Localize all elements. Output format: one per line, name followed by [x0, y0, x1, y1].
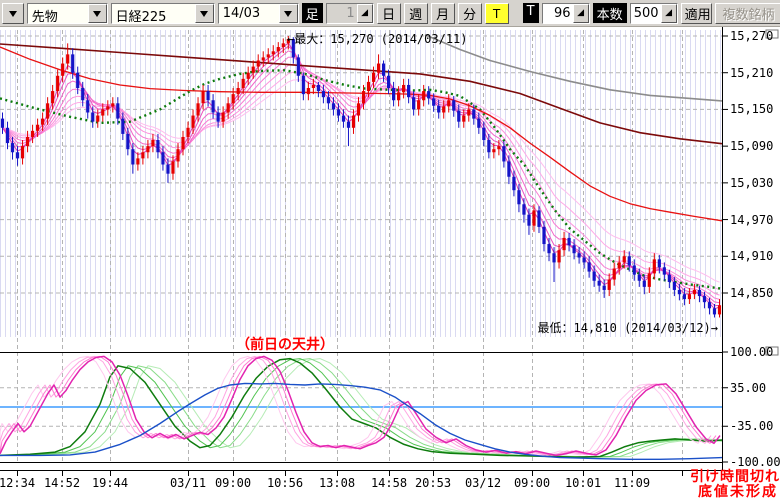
- tick-mode-button[interactable]: T: [484, 2, 509, 24]
- symbol-value: 日経225: [115, 9, 167, 23]
- max-annotation: ←最大：15,270 (2014/03/11): [287, 32, 468, 46]
- time-axis-label: 20:53: [414, 476, 452, 490]
- tick-count-input[interactable]: [542, 3, 573, 23]
- oscillator-green-line: [0, 357, 723, 458]
- ma-vlong-maroon: [0, 43, 723, 145]
- spinner-icon[interactable]: ◢: [660, 3, 677, 23]
- price-axis-label: 15,210: [730, 65, 774, 80]
- price-axis-label: 14,850: [730, 286, 774, 300]
- close-time-note: 引け時間切れ: [690, 469, 780, 485]
- oscillator-magenta-line: [0, 355, 717, 456]
- instrument-type-select[interactable]: 先物: [26, 2, 108, 24]
- price-axis-label: 14,970: [730, 212, 774, 227]
- time-axis-label: 14:52: [43, 476, 81, 490]
- price-axis-label: 15,030: [730, 175, 774, 190]
- symbol-list-drop-button[interactable]: [2, 2, 24, 24]
- time-axis-label: 03/12: [464, 476, 502, 490]
- ceiling-annotation: （前日の天井）: [236, 337, 334, 353]
- period-day-button[interactable]: 日: [376, 2, 401, 24]
- candlesticks: [0, 36, 722, 318]
- oscillator-green-line: [19, 358, 723, 458]
- period-month-button[interactable]: 月: [430, 2, 455, 24]
- oscillator-axis-label: -35.00: [730, 419, 774, 434]
- oscillator-axis-label: 35.00: [730, 380, 767, 395]
- bar-interval-field: ◢: [325, 2, 374, 24]
- price-axis-label: 15,090: [730, 139, 774, 154]
- oscillator-axis-label: 100.00: [730, 345, 774, 359]
- ma-ribbon-line: [2, 45, 720, 307]
- spinner-icon[interactable]: ◢: [356, 3, 373, 23]
- spinner-icon[interactable]: ◢: [572, 3, 589, 23]
- time-axis-label: 14:58: [370, 476, 408, 490]
- price-axis-label: 15,270: [730, 29, 774, 43]
- chevron-down-icon: [278, 3, 298, 23]
- contract-month-select[interactable]: 14/03: [217, 2, 299, 24]
- chevron-down-icon: [8, 10, 17, 21]
- time-axis-label: 10:56: [266, 476, 304, 490]
- time-axis-label: 13:08: [318, 476, 356, 490]
- oscillator-blue-line: [0, 382, 723, 460]
- tick-count-field: ◢: [541, 2, 590, 24]
- period-week-button[interactable]: 週: [403, 2, 428, 24]
- time-axis-label: 03/11: [169, 476, 207, 490]
- ma-long-red: [0, 46, 723, 222]
- oscillator-magenta-line: [0, 355, 712, 456]
- price-panel-background: [0, 30, 722, 337]
- instrument-type-value: 先物: [31, 9, 58, 23]
- chart-area: 15,270 15,210 15,150 15,090 15,030 14,970 14,9…: [0, 27, 780, 500]
- bar-interval-input: [326, 3, 357, 23]
- min-annotation: 最低：14,810 (2014/03/12)→: [537, 321, 719, 335]
- period-minute-button[interactable]: 分: [457, 2, 482, 24]
- chevron-down-icon: [194, 3, 214, 23]
- ma-xlong-gray: [424, 34, 723, 102]
- bar-count-field: ◢: [629, 2, 678, 24]
- time-axis-label: 11:09: [613, 476, 651, 490]
- time-axis-label: 19:44: [91, 476, 129, 490]
- multi-symbol-button: 複数銘柄: [714, 2, 780, 24]
- bar-label: 足: [301, 3, 323, 23]
- contract-month-value: 14/03: [222, 5, 261, 21]
- time-axis-label: 10:01: [564, 476, 602, 490]
- tick-count-label: T: [522, 3, 539, 23]
- time-axis-label: 09:00: [214, 476, 252, 490]
- time-axis-label: 12:34: [0, 476, 36, 490]
- price-axis-label: 14,910: [730, 249, 774, 264]
- chart-canvas[interactable]: [0, 27, 780, 500]
- bar-count-input[interactable]: [630, 3, 661, 23]
- apply-button[interactable]: 適用: [680, 2, 712, 24]
- price-axis-label: 15,150: [730, 102, 774, 117]
- oscillator-magenta-line: [0, 355, 721, 457]
- symbol-select[interactable]: 日経225: [110, 2, 215, 24]
- time-axis-label: 09:00: [513, 476, 551, 490]
- chevron-down-icon: [87, 3, 107, 23]
- bar-count-label: 本数: [592, 3, 627, 23]
- ma-mid-green: [0, 69, 723, 290]
- oscillator-axis-label: -100.00: [730, 455, 780, 469]
- oscillator-green-line: [9, 358, 723, 458]
- toolbar: 先物 日経225 14/03 足 ◢ 日 週 月 分 T T ◢ 本数 ◢: [0, 0, 780, 27]
- bottom-note: 底値未形成: [698, 484, 778, 500]
- oscillator-green-line: [29, 358, 723, 458]
